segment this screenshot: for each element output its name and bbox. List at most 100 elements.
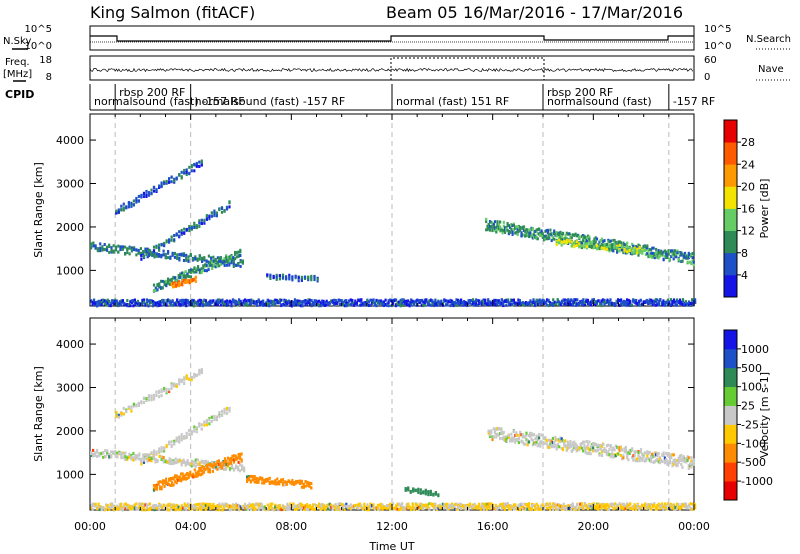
range-gate-cell <box>512 505 515 509</box>
range-gate-cell <box>92 244 95 248</box>
range-gate-cell <box>505 298 508 302</box>
range-gate-cell <box>147 248 151 252</box>
range-gate-cell <box>123 503 126 507</box>
range-gate-cell <box>665 256 668 260</box>
range-gate-cell <box>92 448 95 452</box>
range-gate-cell <box>278 274 281 278</box>
range-gate-cell <box>560 437 563 441</box>
range-gate-cell <box>676 462 679 466</box>
range-gate-cell <box>223 257 226 261</box>
range-gate-cell <box>276 482 279 486</box>
range-gate-cell <box>488 220 492 224</box>
range-gate-cell <box>144 508 147 512</box>
range-gate-cell <box>148 458 151 462</box>
range-gate-cell <box>168 300 171 304</box>
range-gate-cell <box>644 457 648 461</box>
range-gate-cell <box>274 503 277 507</box>
range-gate-cell <box>333 298 336 302</box>
range-gate-cell <box>234 257 237 261</box>
range-gate-cell <box>588 245 591 248</box>
range-gate-cell <box>675 303 679 307</box>
range-gate-cell <box>607 300 611 303</box>
range-gate-cell <box>656 255 659 259</box>
range-gate-cell <box>116 451 119 455</box>
range-gate-cell <box>123 506 126 510</box>
range-gate-cell <box>147 254 151 258</box>
range-gate-cell <box>691 459 694 463</box>
range-gate-cell <box>141 508 144 512</box>
range-gate-cell <box>624 243 627 247</box>
range-gate-cell <box>126 506 129 510</box>
range-gate-cell <box>142 401 146 404</box>
range-gate-cell <box>331 504 334 508</box>
range-gate-cell <box>678 507 682 511</box>
range-gate-cell <box>208 468 211 472</box>
range-gate-cell <box>190 432 193 436</box>
range-gate-cell <box>555 231 558 234</box>
range-gate-cell <box>136 299 139 303</box>
range-gate-cell <box>352 506 355 510</box>
range-gate-cell <box>186 301 189 305</box>
range-gate-cell <box>146 251 149 255</box>
range-gate-cell <box>502 302 505 306</box>
range-gate-cell <box>564 298 567 302</box>
range-gate-cell <box>660 502 663 506</box>
range-gate-cell <box>177 478 180 482</box>
range-gate-cell <box>117 415 120 419</box>
range-gate-cell <box>245 507 248 511</box>
range-gate-cell <box>464 303 467 307</box>
range-gate-cell <box>662 453 665 457</box>
range-gate-cell <box>493 300 496 304</box>
range-gate-cell <box>147 191 151 195</box>
range-gate-cell <box>355 301 358 305</box>
range-gate-cell <box>634 245 638 248</box>
range-gate-cell <box>631 250 634 254</box>
range-gate-cell <box>506 224 509 228</box>
range-gate-cell <box>510 227 513 231</box>
range-gate-cell <box>460 298 463 302</box>
range-gate-cell <box>246 480 249 483</box>
range-gate-cell <box>207 503 210 507</box>
range-gate-cell <box>591 502 594 506</box>
range-gate-cell <box>675 255 678 259</box>
range-gate-cell <box>523 302 526 306</box>
range-gate-cell <box>180 232 183 236</box>
range-gate-cell <box>354 302 357 306</box>
range-gate-cell <box>618 446 621 449</box>
range-gate-cell <box>130 301 133 305</box>
range-gate-cell <box>567 503 570 507</box>
range-gate-cell <box>379 299 383 303</box>
range-gate-cell <box>609 246 612 250</box>
range-gate-cell <box>100 303 103 307</box>
range-gate-cell <box>538 298 541 302</box>
range-gate-cell <box>185 504 188 508</box>
range-gate-cell <box>549 502 552 506</box>
range-gate-cell <box>441 303 444 307</box>
range-gate-cell <box>562 502 565 506</box>
range-gate-cell <box>589 240 592 244</box>
range-gate-cell <box>195 267 198 271</box>
range-gate-cell <box>535 237 538 241</box>
range-gate-cell <box>178 382 181 386</box>
range-gate-cell <box>608 245 611 249</box>
range-gate-cell <box>198 254 201 258</box>
range-gate-cell <box>524 435 527 439</box>
range-gate-cell <box>221 261 224 265</box>
range-gate-cell <box>636 247 639 251</box>
range-gate-cell <box>399 507 402 511</box>
range-gate-cell <box>422 490 425 494</box>
range-gate-cell <box>96 506 99 510</box>
range-gate-cell <box>639 303 642 307</box>
range-gate-cell <box>469 505 472 508</box>
range-gate-cell <box>197 268 200 271</box>
range-gate-cell <box>588 241 591 245</box>
range-gate-cell <box>546 303 549 307</box>
range-gate-cell <box>256 503 259 507</box>
range-gate-cell <box>102 298 105 302</box>
range-gate-cell <box>364 505 367 509</box>
range-gate-cell <box>283 483 286 487</box>
range-gate-cell <box>343 304 346 308</box>
range-gate-cell <box>271 506 274 510</box>
range-gate-cell <box>204 302 207 306</box>
range-gate-cell <box>564 445 567 448</box>
